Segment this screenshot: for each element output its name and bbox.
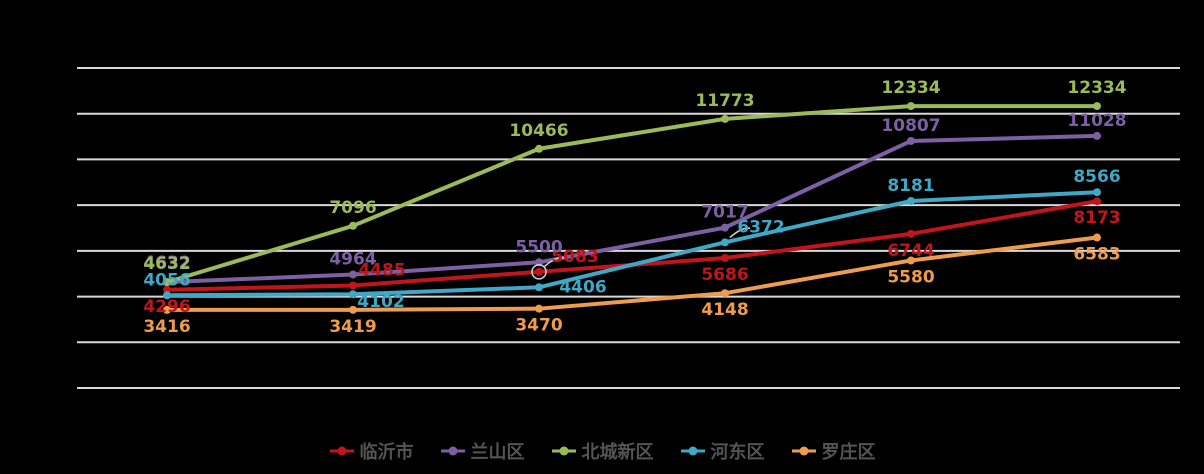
data-label: 11773 [695,91,754,111]
data-label: 10807 [881,116,940,136]
data-label: 8181 [887,176,934,196]
data-point[interactable] [535,304,543,313]
data-label: 11028 [1067,111,1126,131]
data-point[interactable] [907,197,915,206]
legend-line-dot-icon [791,446,816,456]
data-label: 12334 [1067,78,1126,98]
data-label: 10466 [509,121,568,141]
series-path[interactable] [165,190,1099,298]
data-label: 8173 [1073,208,1120,228]
data-label: 5083 [551,247,598,267]
data-point[interactable] [1093,197,1101,206]
data-point[interactable] [349,221,357,230]
data-point[interactable] [721,114,729,123]
data-label: 5580 [887,267,934,287]
data-label: 7017 [701,203,748,223]
data-label: 4964 [329,250,376,270]
data-point[interactable] [1093,102,1101,111]
series-labels-3: 4056 4102 4406 6372 8181 8566 [143,167,1120,312]
data-label: 4485 [358,260,405,280]
legend-item-label: 兰山区 [470,442,525,463]
data-label: 4056 [143,270,190,290]
series-labels-1: 4632 4964 5500 7017 10807 11028 [143,111,1126,273]
data-point[interactable] [1093,188,1101,197]
data-label: 3470 [515,316,562,336]
legend-item-2[interactable]: 北城新区 [551,438,654,464]
legend-line-dot-icon [440,446,465,456]
data-label: 7096 [329,198,376,218]
legend-item-label: 罗庄区 [821,442,876,463]
legend-item-3[interactable]: 河东区 [680,438,765,464]
data-point[interactable] [349,281,357,290]
data-point[interactable] [163,291,171,300]
data-point[interactable] [721,289,729,298]
data-point[interactable] [1093,233,1101,242]
data-label: 5686 [701,265,748,285]
data-label: 3416 [143,317,190,337]
data-point[interactable] [1093,131,1101,140]
legend-item-1[interactable]: 兰山区 [440,438,525,464]
series-line-3[interactable] [163,188,1101,300]
series-path[interactable] [165,104,1099,285]
data-point[interactable] [907,102,915,111]
data-point[interactable] [163,278,171,287]
data-label: 6372 [737,217,784,237]
data-label: 12334 [881,78,940,98]
data-label: 6583 [1073,245,1120,265]
data-point[interactable] [535,283,543,292]
legend-item-0[interactable]: 临沂市 [329,438,414,464]
series-labels-2: 4632 7096 10466 11773 12334 12334 [143,78,1126,274]
highlight-ring [531,264,547,280]
data-label: 6744 [887,241,934,261]
data-point[interactable] [349,305,357,314]
data-point[interactable] [721,254,729,263]
series-line-4[interactable] [163,233,1101,314]
series-path[interactable] [165,235,1099,312]
gridlines [77,67,1180,389]
data-point[interactable] [535,267,543,276]
data-point[interactable] [907,136,915,145]
series-line-2[interactable] [163,102,1101,287]
data-label: 8566 [1073,167,1120,187]
data-label: 4632 [143,254,190,274]
data-point[interactable] [907,229,915,238]
chart-legend: 临沂市 兰山区 北城新区 河东区 罗庄区 [0,438,1204,464]
data-label: 4102 [357,292,404,312]
data-point[interactable] [163,305,171,314]
legend-line-dot-icon [329,446,354,456]
legend-line-dot-icon [551,446,576,456]
data-point[interactable] [907,256,915,265]
data-label: 5500 [515,237,562,257]
label-leader-line [543,256,565,268]
data-label: 4148 [701,300,748,320]
series-path[interactable] [165,133,1099,285]
legend-item-label: 北城新区 [581,442,654,463]
data-point[interactable] [721,223,729,232]
data-label: 4296 [143,297,190,317]
legend-item-label: 河东区 [710,442,765,463]
data-point[interactable] [721,238,729,247]
data-label: 4406 [559,277,606,297]
data-point[interactable] [349,270,357,279]
data-point[interactable] [535,144,543,153]
legend-line-dot-icon [680,446,705,456]
legend-item-4[interactable]: 罗庄区 [791,438,876,464]
series-labels-4: 3416 3419 3470 4148 5580 6583 [143,245,1120,337]
label-leader-line [729,227,751,238]
legend-item-label: 临沂市 [359,442,414,463]
data-label: 4632 [143,253,190,273]
series-labels-0: 4296 4485 5083 5686 6744 8173 [143,208,1120,317]
data-point[interactable] [349,290,357,299]
data-label: 3419 [329,317,376,337]
data-point[interactable] [163,285,171,294]
